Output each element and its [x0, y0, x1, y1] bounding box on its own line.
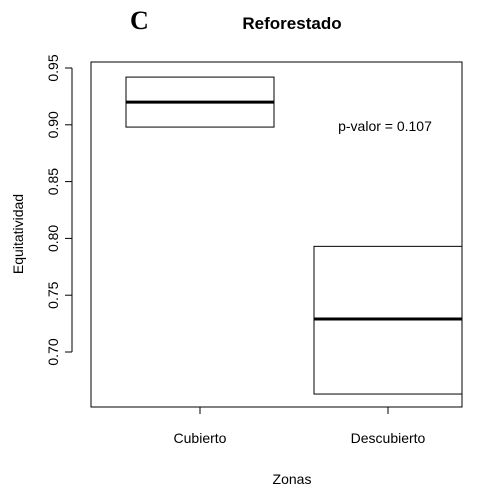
y-tick-label: 0.85 [45, 168, 61, 195]
y-axis-label: Equitatividad [10, 194, 26, 274]
y-tick-label: 0.70 [45, 338, 61, 365]
y-tick-label: 0.80 [45, 225, 61, 252]
y-tick-label: 0.75 [45, 281, 61, 308]
y-tick-label: 0.95 [45, 54, 61, 81]
y-tick-label: 0.90 [45, 111, 61, 138]
y-axis: 0.70 0.75 0.80 0.85 0.90 0.95 [45, 54, 73, 366]
x-tick-label: Descubierto [351, 430, 426, 446]
x-axis-label: Zonas [273, 471, 312, 487]
x-tick-label: Cubierto [174, 430, 227, 446]
plot-frame [90, 61, 463, 408]
boxes [125, 76, 463, 395]
chart-title: Reforestado [242, 14, 341, 33]
panel-letter: C [130, 6, 149, 35]
p-value-annotation: p-valor = 0.107 [338, 118, 432, 134]
x-axis: Cubierto Descubierto [174, 406, 426, 446]
